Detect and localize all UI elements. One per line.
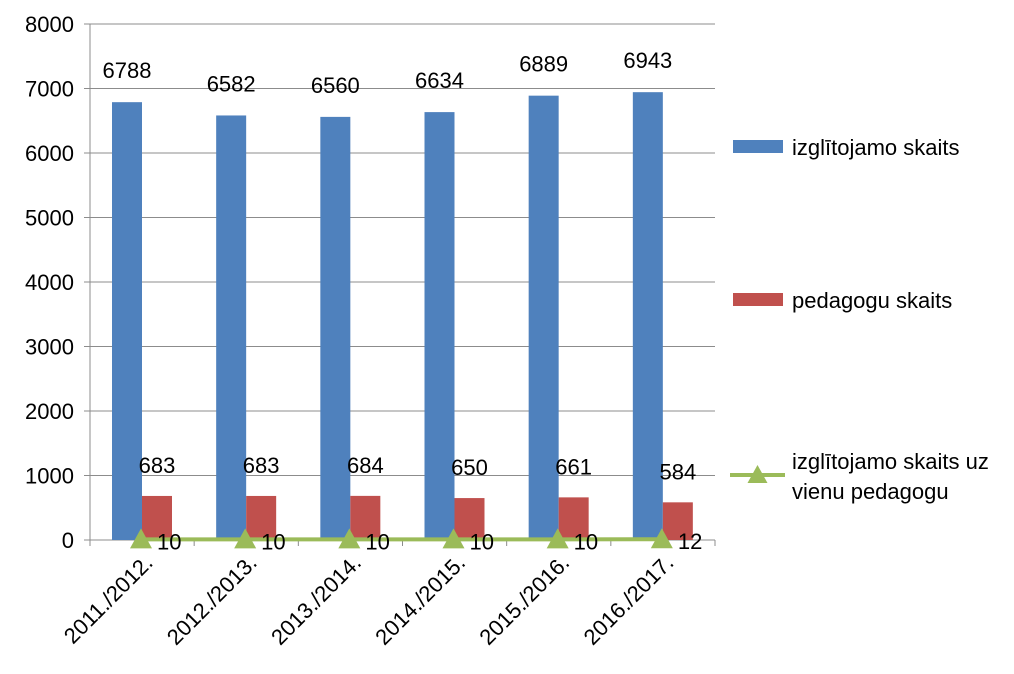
bar-izglitojamo-skaits [216,115,246,540]
data-labels: 6788 683 6582 683 6560 684 6634 650 6889 661 6943 5… [103,48,703,554]
legend-label: izglītojamo skaits uz [792,449,989,474]
x-tick-label: 2015./2016. [474,550,574,650]
axes [84,24,715,546]
x-tick-label: 2011./2012. [59,550,158,649]
data-label: 10 [365,529,389,554]
data-label: 683 [243,453,280,478]
legend-label: pedagogu skaits [792,288,952,313]
data-label: 683 [139,453,176,478]
y-tick-label: 0 [62,528,74,553]
bar-izglitojamo-skaits [320,117,350,540]
data-label: 661 [555,454,592,479]
y-tick-label: 7000 [25,77,74,102]
data-label: 10 [574,529,598,554]
data-label: 6943 [623,48,672,73]
x-tick-label: 2012./2013. [162,550,262,650]
y-tick-label: 1000 [25,464,74,489]
x-tick-label: 2013./2014. [266,550,366,650]
data-label: 6560 [311,73,360,98]
x-tick-label: 2014./2015. [370,550,470,650]
x-tick-label: 2016./2017. [579,550,679,650]
y-tick-label: 8000 [25,12,74,37]
data-label: 6889 [519,52,568,77]
data-label: 12 [678,529,702,554]
data-label: 10 [470,529,494,554]
legend: izglītojamo skaits pedagogu skaits izglīto… [730,135,989,504]
y-tick-label: 4000 [25,270,74,295]
data-label: 10 [261,529,285,554]
bar-izglitojamo-skaits [425,112,455,540]
y-tick-labels: 0 1000 2000 3000 4000 5000 6000 7000 8000 [25,12,74,553]
legend-label: izglītojamo skaits [792,135,960,160]
grid-lines [90,24,715,476]
data-label: 584 [659,459,696,484]
bar-izglitojamo-skaits [633,92,663,540]
bar-izglitojamo-skaits [112,102,142,540]
data-label: 10 [157,529,181,554]
y-tick-label: 3000 [25,335,74,360]
data-label: 6788 [103,58,152,83]
data-label: 684 [347,453,384,478]
legend-swatch [733,293,783,306]
legend-swatch [733,140,783,153]
data-label: 650 [451,455,488,480]
bars [112,92,693,540]
bar-izglitojamo-skaits [529,96,559,540]
data-label: 6634 [415,68,464,93]
y-tick-label: 6000 [25,141,74,166]
x-tick-labels: 2011./2012.2012./2013.2013./2014.2014./2… [59,550,679,650]
legend-label: vienu pedagogu [792,479,949,504]
y-tick-label: 2000 [25,399,74,424]
data-label: 6582 [207,71,256,96]
y-tick-label: 5000 [25,206,74,231]
